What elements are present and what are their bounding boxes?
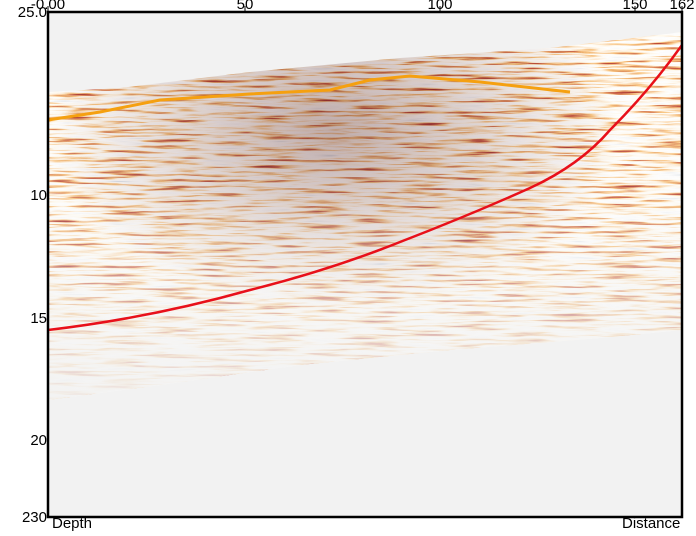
depth-label: Depth [52, 515, 92, 532]
left-tick-label: 25.0 [18, 4, 47, 21]
horizon-red [48, 44, 682, 332]
distance-label: Distance [622, 515, 680, 532]
horizon-orange [48, 74, 571, 122]
left-tick-label: 230 [22, 509, 47, 526]
seismic-data [48, 32, 682, 400]
left-tick-label: 15 [30, 310, 47, 327]
left-tick-label: 20 [30, 432, 47, 449]
plot-frame [46, 10, 684, 519]
left-tick-label: 10 [30, 187, 47, 204]
